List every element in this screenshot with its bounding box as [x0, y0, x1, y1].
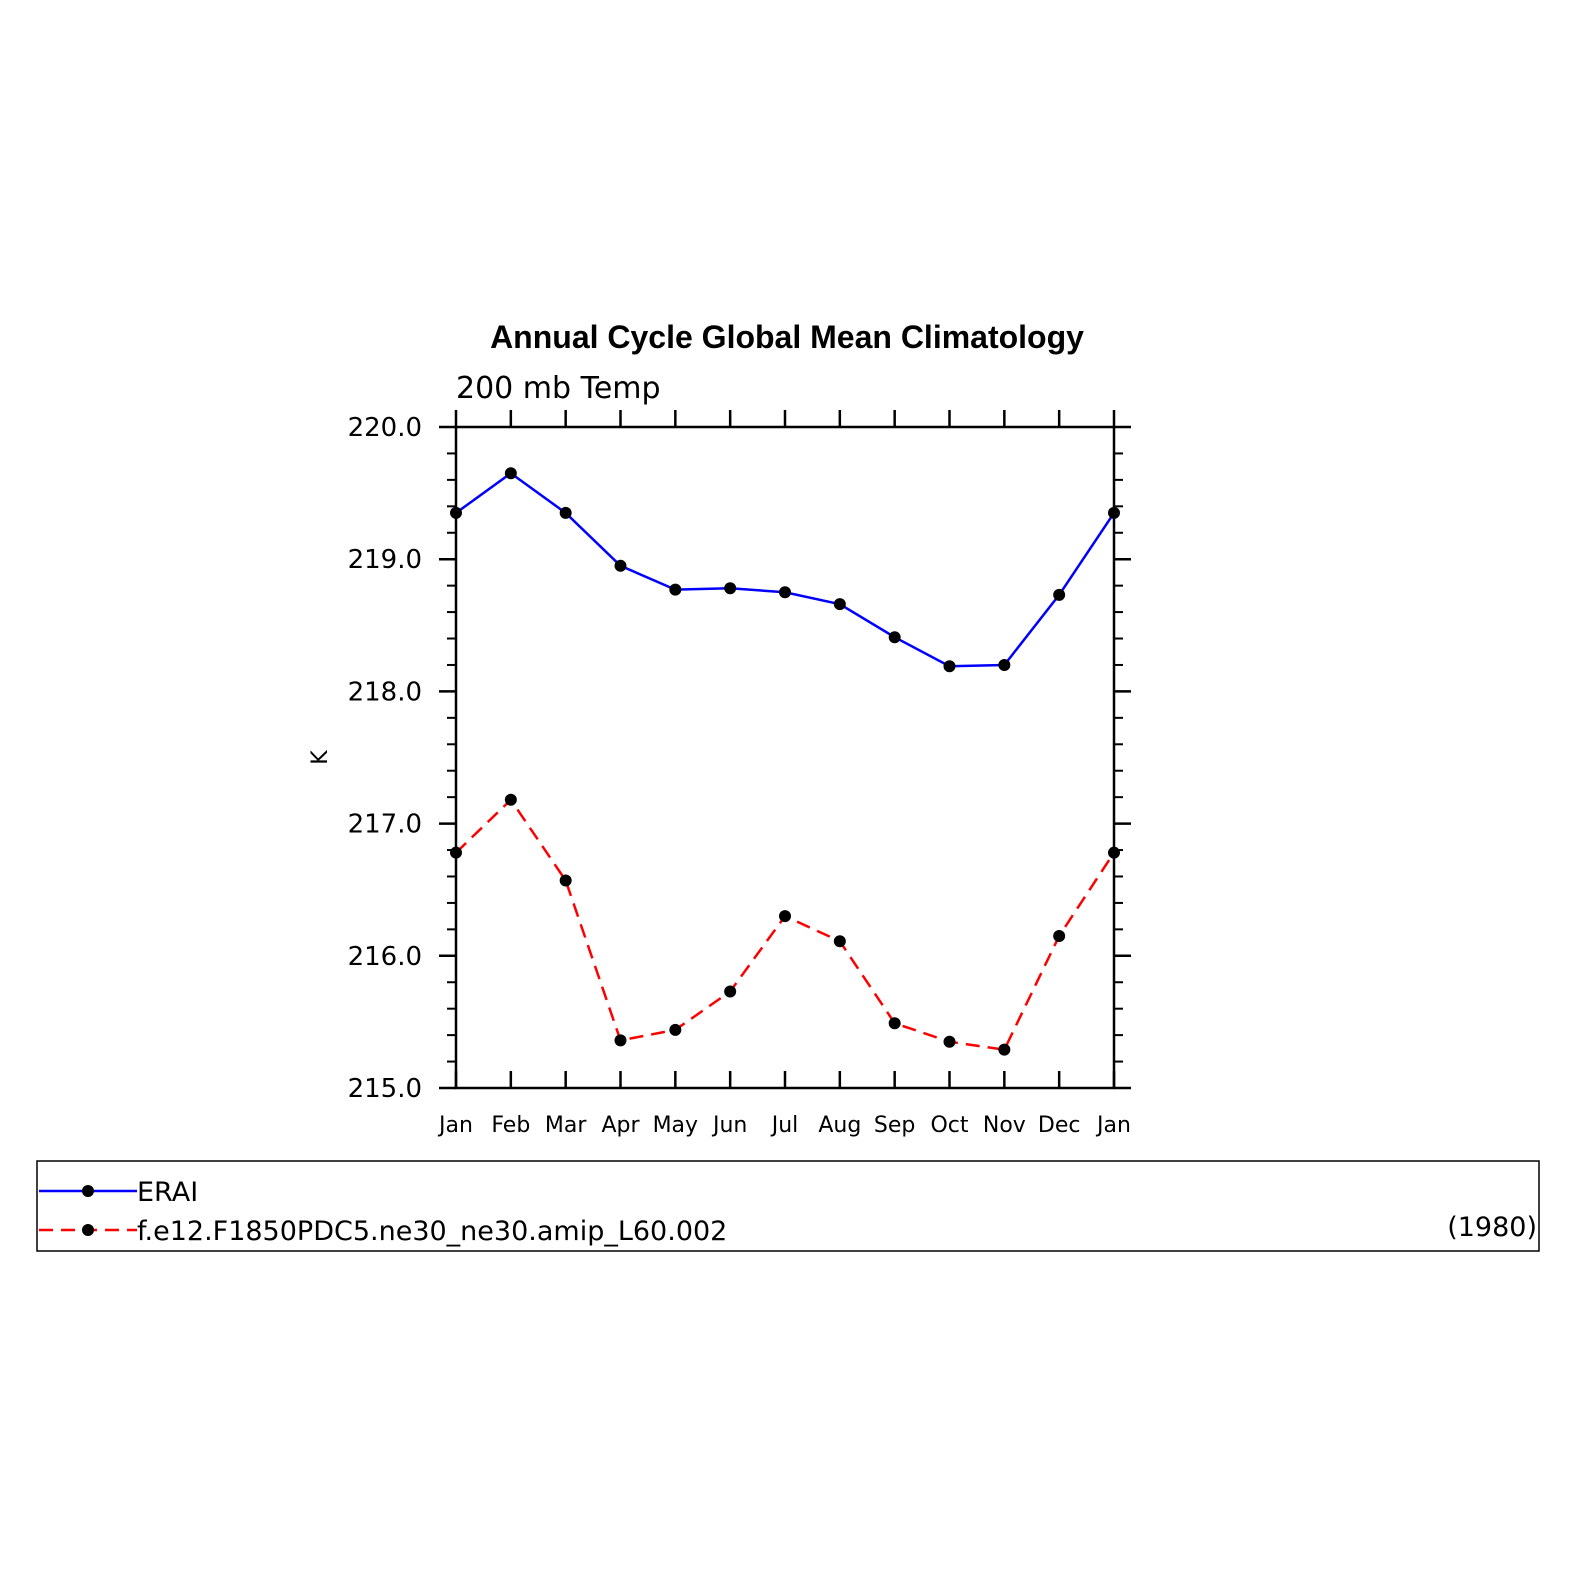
series-line	[455, 471, 1116, 668]
data-point	[943, 660, 956, 673]
x-tick-label: May	[653, 1113, 698, 1138]
series-layer	[450, 467, 1120, 1056]
x-tick-label: Sep	[874, 1113, 915, 1138]
y-tick-label: 217.0	[348, 810, 422, 840]
data-point	[888, 631, 901, 644]
data-point	[888, 1017, 901, 1030]
x-tick-label: Jun	[711, 1113, 747, 1138]
series-line	[455, 797, 1116, 1052]
data-point	[559, 874, 572, 887]
axis-tick-labels: 215.0 216.0 217.0 218.0 219.0 220.0 Jan Feb Mar A…	[348, 413, 1131, 1138]
legend-box	[36, 1160, 1540, 1252]
x-tick-label: Jan	[1095, 1113, 1131, 1138]
axis-ticks	[439, 410, 1131, 1090]
x-tick-label: Mar	[545, 1113, 587, 1138]
x-tick-label: Apr	[601, 1113, 640, 1138]
legend-entries: ERAI f.e12.F1850PDC5.ne30_ne30.amip_L60.0…	[39, 1177, 727, 1247]
data-point	[779, 910, 791, 923]
data-point	[998, 658, 1011, 671]
x-tick-label: Aug	[818, 1113, 861, 1138]
x-tick-label: Feb	[491, 1113, 530, 1138]
data-point	[504, 793, 517, 806]
legend-note: (1980)	[1447, 1212, 1537, 1243]
x-tick-label: Jul	[770, 1113, 799, 1138]
chart-title: Annual Cycle Global Mean Climatology	[490, 319, 1084, 355]
data-point	[779, 586, 791, 599]
chart-subtitle: 200 mb Temp	[456, 371, 661, 406]
data-point	[833, 598, 846, 611]
y-axis-label: K	[308, 750, 333, 765]
data-point	[450, 506, 462, 519]
data-point	[669, 1023, 682, 1036]
legend: ERAI f.e12.F1850PDC5.ne30_ne30.amip_L60.0…	[36, 1160, 1540, 1252]
x-tick-label: Nov	[983, 1113, 1026, 1138]
data-point	[669, 583, 682, 596]
data-point	[504, 467, 517, 480]
legend-label: ERAI	[137, 1177, 198, 1208]
plot-area	[454, 425, 1116, 1090]
data-point	[943, 1035, 956, 1048]
data-point	[450, 846, 462, 859]
data-point	[833, 935, 846, 948]
x-tick-label: Jan	[437, 1113, 473, 1138]
y-tick-label: 219.0	[348, 545, 422, 575]
legend-marker	[82, 1224, 94, 1236]
y-tick-label: 218.0	[348, 677, 422, 707]
y-tick-label: 216.0	[348, 942, 422, 972]
x-tick-label: Dec	[1038, 1113, 1081, 1138]
data-point	[724, 582, 737, 595]
data-point	[1108, 506, 1120, 519]
legend-label: f.e12.F1850PDC5.ne30_ne30.amip_L60.002	[137, 1216, 727, 1247]
data-point	[614, 559, 627, 572]
data-point	[1053, 588, 1066, 601]
y-tick-label: 220.0	[348, 413, 422, 443]
data-point	[614, 1034, 627, 1047]
y-tick-label: 215.0	[348, 1074, 422, 1104]
plot-frame	[454, 425, 1116, 1090]
data-point	[559, 506, 572, 519]
data-point	[1053, 929, 1066, 942]
legend-marker	[82, 1185, 94, 1197]
data-point	[998, 1043, 1011, 1056]
data-point	[724, 985, 737, 998]
data-point	[1108, 846, 1120, 859]
x-tick-label: Oct	[930, 1113, 968, 1138]
